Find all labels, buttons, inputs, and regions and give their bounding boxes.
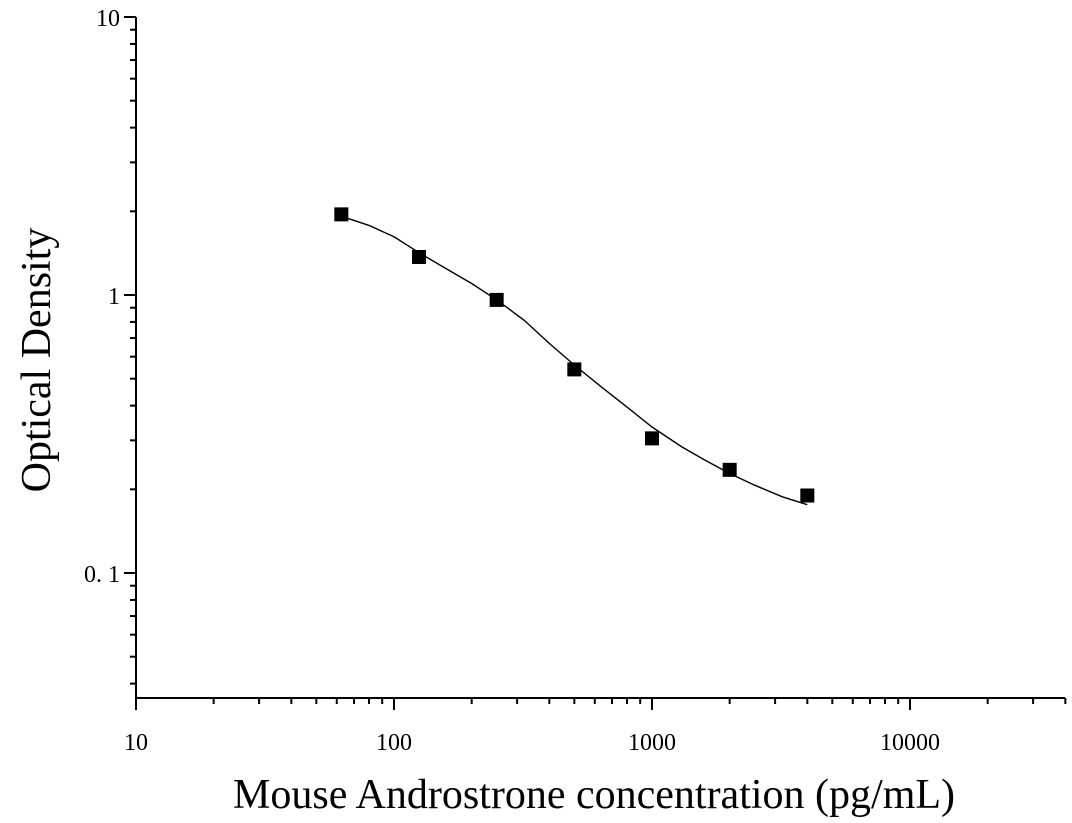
x-axis-label: Mouse Androstrone concentration (pg/mL) (233, 772, 955, 818)
x-tick-label: 100 (376, 730, 412, 756)
data-point (489, 292, 504, 307)
data-point (800, 488, 815, 503)
y-axis-label: Optical Density (14, 228, 60, 493)
data-point (567, 362, 582, 377)
x-tick-label: 10 (124, 730, 148, 756)
data-point (722, 462, 737, 477)
y-tick-label: 1 (108, 284, 120, 310)
x-tick-label: 1000 (628, 730, 676, 756)
data-point (334, 207, 349, 222)
data-point (412, 249, 427, 264)
y-tick-label: 0. 1 (84, 562, 120, 588)
plot-area: 10 100 1000 10000 10 1 0. 1 (84, 6, 1067, 756)
fit-curve (341, 215, 808, 506)
x-tick-label: 10000 (880, 730, 940, 756)
y-tick-label: 10 (96, 6, 120, 32)
data-point (645, 431, 659, 446)
